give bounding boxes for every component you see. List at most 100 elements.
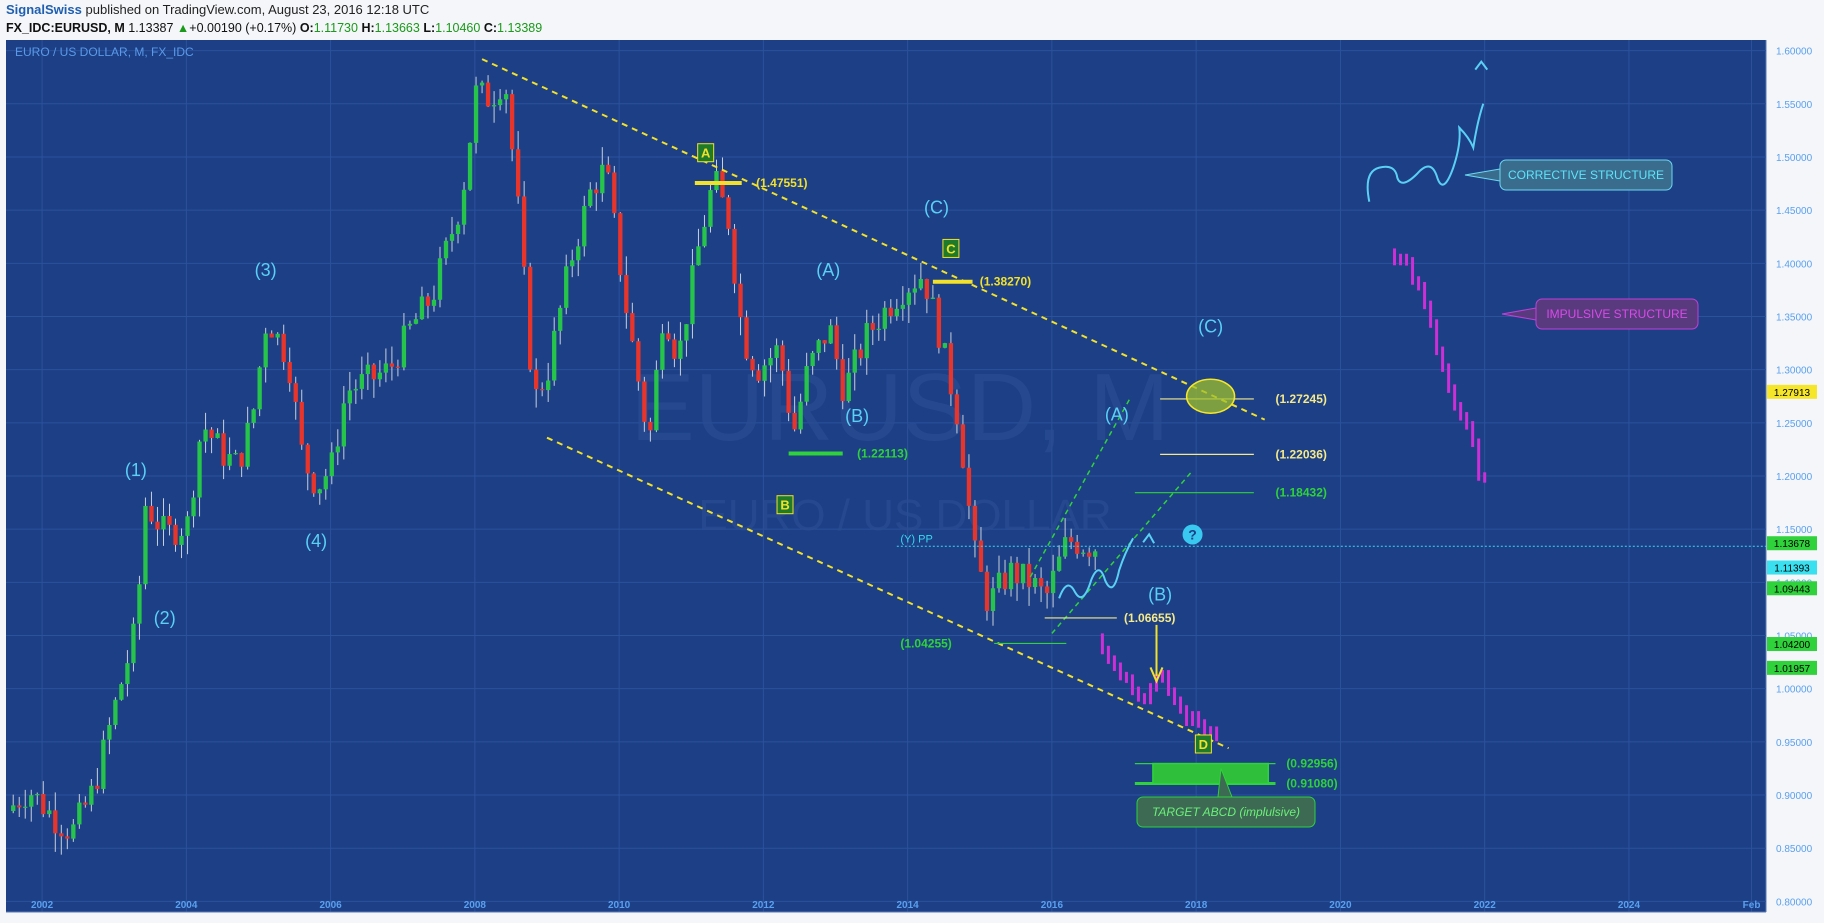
candle-body[interactable] xyxy=(768,357,773,366)
candle-body[interactable] xyxy=(389,363,395,367)
candle-body[interactable] xyxy=(858,349,863,359)
candle-body[interactable] xyxy=(732,228,737,284)
candle-body[interactable] xyxy=(936,297,942,348)
candle-body[interactable] xyxy=(990,588,996,611)
candle-body[interactable] xyxy=(503,94,509,100)
question-circle-icon[interactable] xyxy=(1182,524,1203,545)
candle-body[interactable] xyxy=(978,540,984,572)
candle-body[interactable] xyxy=(353,388,358,391)
candle-body[interactable] xyxy=(17,805,22,808)
candle-body[interactable] xyxy=(137,584,142,624)
candle-body[interactable] xyxy=(239,453,244,467)
candle-body[interactable] xyxy=(179,535,184,545)
candle-body[interactable] xyxy=(233,453,238,455)
candle-body[interactable] xyxy=(1087,552,1092,557)
candle-body[interactable] xyxy=(491,105,497,107)
candle-body[interactable] xyxy=(780,345,785,371)
target-zone[interactable] xyxy=(1152,762,1270,785)
candle-body[interactable] xyxy=(107,724,112,740)
candle-body[interactable] xyxy=(954,394,960,425)
candle-body[interactable] xyxy=(497,99,503,106)
candle-body[interactable] xyxy=(209,429,214,438)
candle-body[interactable] xyxy=(774,345,779,358)
candle-body[interactable] xyxy=(257,367,262,410)
candle-body[interactable] xyxy=(263,333,268,368)
candle-body[interactable] xyxy=(341,403,346,447)
candle-body[interactable] xyxy=(660,333,665,370)
candle-body[interactable] xyxy=(582,205,587,247)
candle-body[interactable] xyxy=(161,516,166,530)
candle-body[interactable] xyxy=(401,325,407,368)
candle-body[interactable] xyxy=(1044,586,1050,594)
candle-body[interactable] xyxy=(642,381,647,422)
candle-body[interactable] xyxy=(89,785,94,805)
candle-body[interactable] xyxy=(702,226,707,247)
candle-body[interactable] xyxy=(972,505,978,541)
candle-body[interactable] xyxy=(912,288,918,293)
candle-body[interactable] xyxy=(894,308,899,317)
candle-body[interactable] xyxy=(828,325,833,344)
candle-body[interactable] xyxy=(816,340,821,353)
candle-body[interactable] xyxy=(485,82,491,107)
candle-body[interactable] xyxy=(521,196,527,267)
candle-body[interactable] xyxy=(227,454,232,466)
sub-channel-upper[interactable] xyxy=(1029,395,1132,578)
candle-body[interactable] xyxy=(413,319,419,324)
candle-body[interactable] xyxy=(299,401,304,445)
candle-body[interactable] xyxy=(431,299,437,306)
candle-body[interactable] xyxy=(564,266,569,308)
candle-body[interactable] xyxy=(888,307,893,317)
candle-body[interactable] xyxy=(690,265,695,325)
candle-body[interactable] xyxy=(906,292,912,305)
candle-body[interactable] xyxy=(437,258,443,300)
candle-body[interactable] xyxy=(113,699,118,725)
candle-body[interactable] xyxy=(419,296,425,320)
candle-body[interactable] xyxy=(131,623,136,664)
candle-body[interactable] xyxy=(624,275,629,314)
candle-body[interactable] xyxy=(371,364,377,380)
candle-body[interactable] xyxy=(1020,563,1026,584)
publisher-link[interactable]: SignalSwiss xyxy=(6,2,82,17)
candle-body[interactable] xyxy=(930,297,936,299)
candle-body[interactable] xyxy=(221,433,226,466)
candle-body[interactable] xyxy=(1014,562,1020,584)
candle-body[interactable] xyxy=(335,446,340,453)
candle-body[interactable] xyxy=(576,246,581,261)
candle-body[interactable] xyxy=(588,189,593,206)
candle-body[interactable] xyxy=(365,364,371,375)
candle-body[interactable] xyxy=(449,234,455,241)
candle-body[interactable] xyxy=(287,362,292,384)
candle-body[interactable] xyxy=(143,505,148,585)
candle-body[interactable] xyxy=(329,452,334,477)
candle-body[interactable] xyxy=(377,372,383,380)
candle-body[interactable] xyxy=(317,489,322,494)
candle-body[interactable] xyxy=(149,505,154,522)
candle-body[interactable] xyxy=(395,366,401,368)
candle-body[interactable] xyxy=(197,441,202,498)
candle-body[interactable] xyxy=(900,304,905,309)
candle-body[interactable] xyxy=(23,806,28,808)
candle-body[interactable] xyxy=(678,340,683,359)
candle-body[interactable] xyxy=(11,805,16,811)
impulsive-callout[interactable]: IMPULSIVE STRUCTURE xyxy=(1501,298,1699,330)
candle-body[interactable] xyxy=(167,516,172,525)
candle-body[interactable] xyxy=(347,390,352,404)
candle-body[interactable] xyxy=(822,340,827,344)
candle-body[interactable] xyxy=(1038,578,1044,587)
candle-body[interactable] xyxy=(648,421,653,431)
candle-body[interactable] xyxy=(666,333,671,340)
candle-body[interactable] xyxy=(323,476,328,490)
candle-body[interactable] xyxy=(173,524,178,545)
candle-body[interactable] xyxy=(191,497,196,517)
candle-body[interactable] xyxy=(53,810,58,834)
candle-body[interactable] xyxy=(750,358,755,371)
candle-body[interactable] xyxy=(1008,562,1014,590)
candle-body[interactable] xyxy=(467,142,473,190)
candle-body[interactable] xyxy=(618,213,623,276)
candle-body[interactable] xyxy=(870,323,875,330)
candle-body[interactable] xyxy=(834,325,839,360)
candle-body[interactable] xyxy=(798,401,803,430)
candle-body[interactable] xyxy=(606,164,611,173)
candle-body[interactable] xyxy=(77,802,82,825)
candle-body[interactable] xyxy=(882,307,887,329)
